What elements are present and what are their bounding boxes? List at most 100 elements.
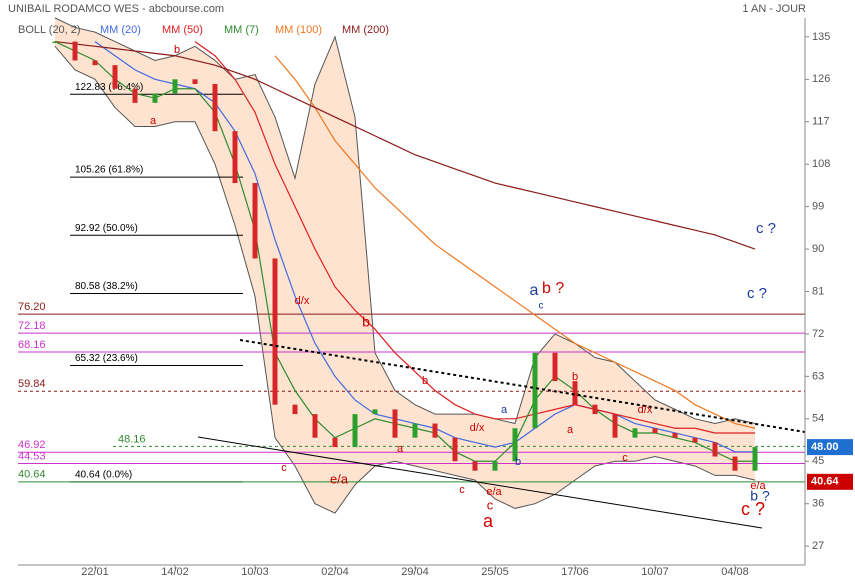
candle [572,381,578,405]
wave-label: a [501,404,508,416]
moving-average [54,41,755,462]
moving-average [94,41,755,453]
y-tick-label: 45 [812,455,824,467]
y-tick-label: 108 [812,158,830,170]
level-label: 44.53 [18,450,46,462]
chart-title: UNIBAIL RODAMCO WES - abcbourse.com [8,3,224,15]
candle [312,414,318,438]
fib-label: 105.26 (61.8%) [75,165,143,176]
wave-label: a [397,443,404,455]
x-tick-label: 29/04 [401,566,429,578]
candle [232,131,238,184]
wave-label: a [567,424,574,436]
candle [732,456,738,471]
candle [52,41,58,44]
level-label: 46.92 [18,439,46,451]
candle [632,428,638,438]
wave-label: c ? [756,220,776,237]
x-tick-label: 10/03 [241,566,269,578]
wave-label: c [487,497,494,512]
wave-label: b [362,314,370,330]
candle [712,442,718,457]
candle [532,352,538,429]
band-fill [55,18,755,514]
candle [492,461,498,471]
y-tick-label: 27 [812,540,824,552]
fib-label: 92.92 (50.0%) [75,223,138,234]
y-tick-label: 63 [812,370,824,382]
y-tick-label: 126 [812,73,830,85]
candle [332,437,338,448]
y-tick-label: 54 [812,413,824,425]
candle [272,258,278,405]
fib-label: 65.32 (23.6%) [75,353,138,364]
price-tag-label: 40.64 [811,476,839,488]
candle [552,352,558,382]
y-tick-label: 36 [812,498,824,510]
band-upper [54,17,756,425]
x-tick-label: 25/05 [481,566,509,578]
wave-label: e/a [486,486,502,498]
fib-label: 122.83 (76.4%) [75,82,143,93]
wave-label: b [174,44,180,56]
candle [432,423,438,438]
candle [692,437,698,443]
wave-label: b ? [542,280,564,297]
legend-entry: MM (200) [342,24,389,36]
y-tick-label: 81 [812,285,824,297]
candle [752,447,758,471]
candle [452,437,458,462]
wave-label: a [150,115,157,127]
moving-average [54,40,756,250]
x-tick-label: 17/06 [561,566,589,578]
candle [112,65,118,89]
candle [412,423,418,438]
candle [192,79,198,85]
level-label: 48.16 [118,433,146,445]
level-label: 72.18 [18,320,46,332]
candle [652,428,658,433]
x-tick-label: 04/08 [721,566,749,578]
wave-label: d/x [295,295,310,307]
candle [372,409,378,415]
wave-label: d/x [638,404,653,416]
wave-label: c [622,452,628,464]
wave-label: e/a [750,480,766,492]
wave-label: c [281,462,287,474]
y-tick-label: 90 [812,243,824,255]
candle [392,409,398,438]
wave-label: c [459,484,465,496]
wave-label: a [483,511,494,531]
y-tick-label: 99 [812,201,824,213]
level-label: 68.16 [18,339,46,351]
candle [212,84,218,132]
wave-label: b ? [750,488,770,504]
wave-label: c [539,301,544,312]
price-tag [807,473,853,490]
candle [92,60,98,66]
moving-average [194,41,755,434]
candle [172,79,178,94]
wave-label: a [530,282,539,299]
legend-entry: MM (50) [162,24,203,36]
candle [352,414,358,448]
plot-area: 135 126 117 108 99 90 81 72 63 54 45 36 27 22/01 14/02… [18,17,830,578]
legend-entry: BOLL (20, 2) [18,24,81,36]
candle [292,404,298,415]
y-tick-label: 72 [812,328,824,340]
candle [132,88,138,103]
x-tick-label: 10/07 [641,566,669,578]
wave-label: c ? [747,285,767,302]
candle [592,404,598,415]
legend-entry: MM (20) [100,24,141,36]
wave-label: d/x [470,422,485,434]
wave-label: c ? [741,499,765,519]
price-tag-label: 48.00 [811,441,839,453]
x-tick-label: 02/04 [321,566,349,578]
wave-label: b [422,375,428,387]
y-tick-label: 135 [812,31,830,43]
candle [612,414,618,438]
level-label: 59.84 [18,378,46,390]
legend-entry: MM (100) [275,24,322,36]
